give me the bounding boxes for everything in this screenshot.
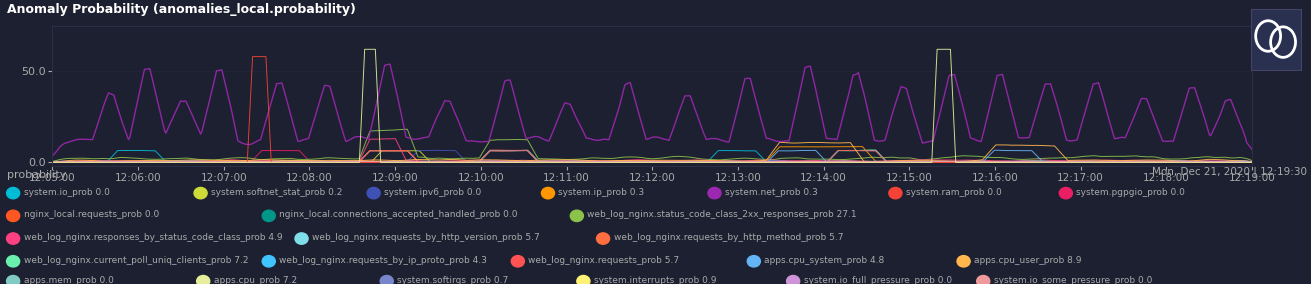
Text: web_log_nginx.current_poll_uniq_clients_prob 7.2: web_log_nginx.current_poll_uniq_clients_…	[24, 256, 248, 265]
Text: web_log_nginx.responses_by_status_code_class_prob 4.9: web_log_nginx.responses_by_status_code_c…	[24, 233, 282, 242]
Text: Anomaly Probability (anomalies_local.probability): Anomaly Probability (anomalies_local.pro…	[7, 3, 355, 16]
Text: system.softirqs_prob 0.7: system.softirqs_prob 0.7	[397, 275, 509, 284]
Text: web_log_nginx.requests_by_http_version_prob 5.7: web_log_nginx.requests_by_http_version_p…	[312, 233, 540, 242]
Text: apps.cpu_user_prob 8.9: apps.cpu_user_prob 8.9	[974, 256, 1082, 265]
Text: apps.mem_prob 0.0: apps.mem_prob 0.0	[24, 275, 114, 284]
Text: nginx_local.connections_accepted_handled_prob 0.0: nginx_local.connections_accepted_handled…	[279, 210, 518, 219]
Text: system.ip_prob 0.3: system.ip_prob 0.3	[558, 187, 645, 197]
Text: probability: probability	[7, 170, 66, 180]
Text: web_log_nginx.requests_prob 5.7: web_log_nginx.requests_prob 5.7	[528, 256, 679, 265]
Text: system.ipv6_prob 0.0: system.ipv6_prob 0.0	[384, 187, 481, 197]
Text: system.interrupts_prob 0.9: system.interrupts_prob 0.9	[594, 275, 716, 284]
Text: system.io_full_pressure_prob 0.0: system.io_full_pressure_prob 0.0	[804, 275, 952, 284]
Text: apps.cpu_prob 7.2: apps.cpu_prob 7.2	[214, 275, 296, 284]
Text: Mon, Dec 21, 2020 | 12:19:30: Mon, Dec 21, 2020 | 12:19:30	[1152, 166, 1307, 177]
Text: system.io_some_pressure_prob 0.0: system.io_some_pressure_prob 0.0	[994, 275, 1152, 284]
Text: nginx_local.requests_prob 0.0: nginx_local.requests_prob 0.0	[24, 210, 159, 219]
Text: system.softnet_stat_prob 0.2: system.softnet_stat_prob 0.2	[211, 187, 342, 197]
Text: apps.cpu_system_prob 4.8: apps.cpu_system_prob 4.8	[764, 256, 885, 265]
Text: system.ram_prob 0.0: system.ram_prob 0.0	[906, 187, 1002, 197]
Text: system.pgpgio_prob 0.0: system.pgpgio_prob 0.0	[1076, 187, 1185, 197]
Text: web_log_nginx.requests_by_ip_proto_prob 4.3: web_log_nginx.requests_by_ip_proto_prob …	[279, 256, 488, 265]
Text: web_log_nginx.requests_by_http_method_prob 5.7: web_log_nginx.requests_by_http_method_pr…	[614, 233, 843, 242]
Text: system.io_prob 0.0: system.io_prob 0.0	[24, 187, 110, 197]
Text: web_log_nginx.status_code_class_2xx_responses_prob 27.1: web_log_nginx.status_code_class_2xx_resp…	[587, 210, 857, 219]
Text: system.net_prob 0.3: system.net_prob 0.3	[725, 187, 818, 197]
